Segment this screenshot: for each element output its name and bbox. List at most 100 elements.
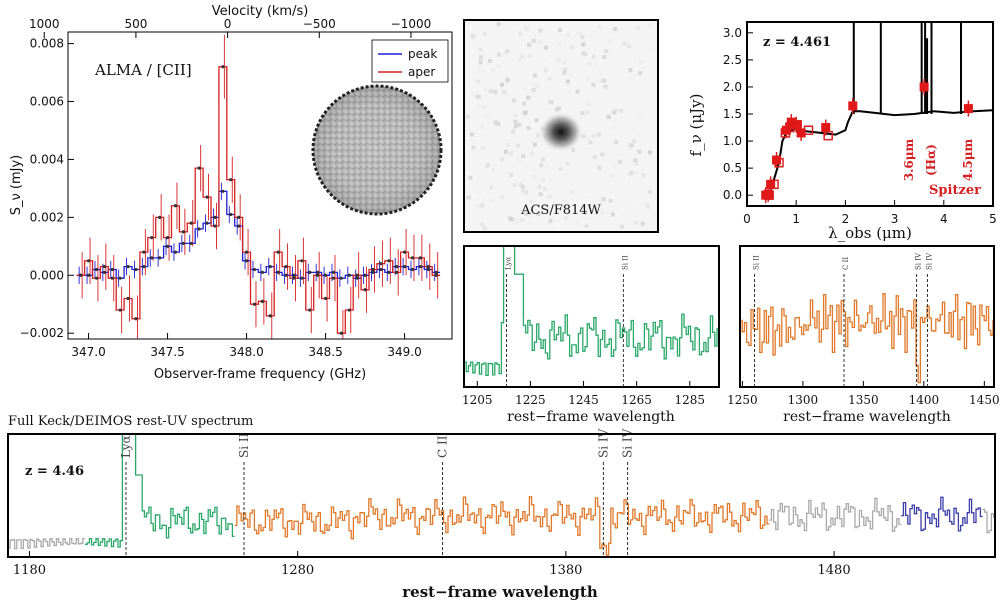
- noise-pixel: [470, 92, 475, 97]
- noise-pixel: [647, 189, 652, 194]
- noise-pixel: [483, 87, 488, 92]
- x-tick-label: 0: [743, 212, 751, 226]
- noise-pixel: [601, 197, 606, 202]
- noise-pixel: [614, 108, 619, 113]
- data-point-aper: [94, 276, 99, 280]
- data-point-aper: [126, 296, 130, 301]
- noise-pixel: [645, 204, 650, 209]
- spectral-line-label: Si II: [753, 255, 761, 270]
- noise-pixel: [628, 143, 633, 147]
- data-point-aper: [292, 276, 296, 280]
- data-point-peak: [379, 267, 383, 272]
- noise-pixel: [537, 184, 542, 189]
- acs-frame: [463, 19, 659, 233]
- noise-pixel: [587, 23, 592, 28]
- noise-pixel: [530, 151, 535, 156]
- data-point-peak: [434, 270, 438, 274]
- noise-pixel: [592, 155, 597, 160]
- noise-pixel: [564, 108, 569, 113]
- alma-legend: peak aper: [371, 39, 449, 83]
- noise-pixel: [508, 151, 513, 156]
- data-point-peak: [94, 267, 99, 272]
- noise-pixel: [558, 28, 562, 33]
- noise-pixel: [502, 90, 507, 95]
- data-point-aper: [308, 308, 312, 312]
- y-tick-label: 0.002: [30, 210, 64, 224]
- noise-pixel: [614, 140, 619, 144]
- data-point-aper: [410, 256, 415, 260]
- noise-pixel: [505, 78, 510, 82]
- data-point-aper: [347, 308, 351, 312]
- data-point-peak: [284, 273, 288, 277]
- data-point-aper: [300, 259, 304, 263]
- data-point-aper: [213, 224, 217, 228]
- noise-pixel: [526, 112, 531, 117]
- full-ticks: 1180 1280 1380 1480: [13, 551, 851, 578]
- noise-pixel: [505, 49, 510, 54]
- noise-pixel: [482, 226, 487, 231]
- noise-pixel: [635, 26, 640, 30]
- y-tick-label: 0.006: [30, 95, 64, 109]
- data-point-aper: [363, 288, 367, 292]
- spectrum-trace: [769, 497, 902, 532]
- noise-pixel: [612, 110, 617, 115]
- data-point-peak: [323, 273, 328, 277]
- noise-pixel: [500, 157, 505, 162]
- x-tick-label: 348.5: [308, 345, 342, 359]
- data-point-peak: [244, 259, 249, 263]
- noise-pixel: [493, 120, 498, 125]
- y-tick-label: 1.5: [723, 107, 742, 121]
- noise-pixel: [484, 65, 488, 70]
- noise-pixel: [548, 218, 553, 223]
- noise-pixel: [576, 51, 581, 56]
- noise-pixel: [587, 102, 592, 107]
- data-point-peak: [189, 241, 193, 246]
- noise-pixel: [563, 68, 567, 72]
- top-tick-label: −500: [303, 17, 336, 31]
- noise-pixel: [469, 132, 474, 137]
- noise-pixel: [496, 22, 501, 27]
- data-point-aper: [387, 259, 391, 263]
- noise-pixel: [557, 71, 562, 76]
- noise-pixel: [574, 180, 579, 185]
- noise-pixel: [591, 134, 596, 138]
- noise-pixel: [496, 52, 501, 57]
- zoom-metals-ticks: 1250 1300 1350 1400 1450: [727, 381, 1000, 407]
- noise-pixel: [468, 26, 473, 31]
- noise-pixel: [627, 44, 631, 49]
- noise-pixel: [597, 164, 602, 169]
- data-point-peak: [363, 273, 367, 277]
- sed-photometry-point: [772, 155, 782, 165]
- noise-pixel: [531, 38, 536, 43]
- noise-pixel: [547, 76, 552, 81]
- data-point-aper: [395, 270, 399, 274]
- noise-pixel: [644, 202, 649, 207]
- data-point-aper: [268, 314, 272, 318]
- data-point-aper: [134, 317, 138, 321]
- alma-title: ALMA / [CII]: [94, 61, 192, 79]
- noise-pixel: [614, 213, 619, 218]
- sed-label-36um: 3.6μm: [902, 139, 916, 182]
- noise-pixel: [477, 95, 482, 100]
- data-point-aper: [331, 276, 336, 280]
- sed-redshift: z = 4.461: [763, 35, 831, 50]
- data-point-peak: [126, 264, 130, 269]
- sed-photometry-point: [766, 179, 776, 189]
- noise-pixel: [518, 182, 523, 187]
- data-point-peak: [276, 270, 280, 274]
- noise-pixel: [531, 88, 536, 93]
- noise-pixel: [585, 110, 590, 115]
- data-point-aper: [323, 296, 328, 301]
- data-point-peak: [331, 270, 336, 274]
- noise-pixel: [564, 73, 569, 78]
- y-tick-label: 2.5: [723, 53, 742, 67]
- noise-pixel: [640, 221, 645, 226]
- sed-photometry-point: [791, 120, 801, 130]
- noise-pixel: [497, 29, 502, 34]
- data-point-aper: [150, 236, 154, 240]
- noise-pixel: [485, 163, 490, 168]
- noise-pixel: [562, 205, 567, 210]
- noise-pixel: [575, 220, 580, 225]
- spectral-line-label: Si IV: [596, 428, 610, 458]
